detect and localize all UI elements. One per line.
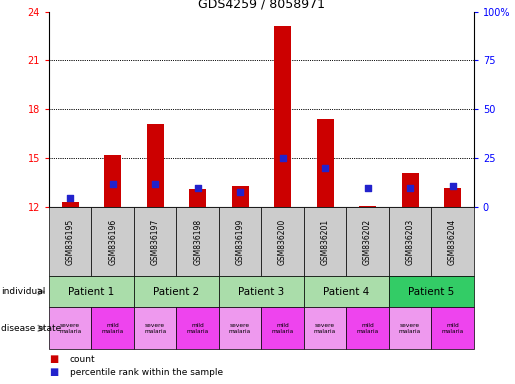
Bar xyxy=(261,207,304,276)
Bar xyxy=(261,307,304,349)
Point xyxy=(66,194,74,200)
Bar xyxy=(444,188,461,207)
Text: mild
malaria: mild malaria xyxy=(101,323,124,334)
Point xyxy=(279,155,287,161)
Point xyxy=(364,185,372,191)
Bar xyxy=(389,276,474,307)
Text: GSM836201: GSM836201 xyxy=(321,219,330,265)
Bar xyxy=(317,119,334,207)
Bar xyxy=(431,307,474,349)
Text: disease state: disease state xyxy=(1,324,61,333)
Bar xyxy=(219,307,261,349)
Bar xyxy=(176,307,219,349)
Text: individual: individual xyxy=(1,287,45,296)
Text: Patient 5: Patient 5 xyxy=(408,287,454,297)
Bar xyxy=(304,307,346,349)
Text: GSM836198: GSM836198 xyxy=(193,219,202,265)
Text: GSM836197: GSM836197 xyxy=(151,219,160,265)
Bar xyxy=(219,207,261,276)
Bar xyxy=(389,307,432,349)
Bar xyxy=(304,207,346,276)
Bar xyxy=(402,173,419,207)
Bar xyxy=(134,276,219,307)
Bar xyxy=(49,207,92,276)
Bar xyxy=(346,207,389,276)
Text: severe
malaria: severe malaria xyxy=(229,323,251,334)
Text: Patient 3: Patient 3 xyxy=(238,287,284,297)
Point xyxy=(406,185,414,191)
Text: GSM836196: GSM836196 xyxy=(108,219,117,265)
Text: GSM836195: GSM836195 xyxy=(66,219,75,265)
Text: GSM836203: GSM836203 xyxy=(406,219,415,265)
Text: ■: ■ xyxy=(49,367,58,377)
Text: percentile rank within the sample: percentile rank within the sample xyxy=(70,368,222,377)
Point xyxy=(321,165,329,171)
Bar xyxy=(232,186,249,207)
Bar xyxy=(147,124,164,207)
Point xyxy=(194,185,202,191)
Text: GSM836200: GSM836200 xyxy=(278,219,287,265)
Bar xyxy=(431,207,474,276)
Bar xyxy=(62,202,79,207)
Text: GSM836199: GSM836199 xyxy=(236,219,245,265)
Text: Patient 1: Patient 1 xyxy=(68,287,114,297)
Bar xyxy=(389,207,432,276)
Text: mild
malaria: mild malaria xyxy=(186,323,209,334)
Point xyxy=(236,189,244,195)
Text: severe
malaria: severe malaria xyxy=(399,323,421,334)
Point xyxy=(151,181,159,187)
Text: mild
malaria: mild malaria xyxy=(441,323,464,334)
Text: Patient 4: Patient 4 xyxy=(323,287,369,297)
Text: mild
malaria: mild malaria xyxy=(271,323,294,334)
Bar xyxy=(219,276,304,307)
Bar xyxy=(49,276,134,307)
Bar xyxy=(274,26,291,207)
Bar xyxy=(176,207,219,276)
Bar xyxy=(92,307,134,349)
Point xyxy=(449,183,457,189)
Bar xyxy=(49,307,92,349)
Text: GSM836204: GSM836204 xyxy=(448,219,457,265)
Text: GSM836202: GSM836202 xyxy=(363,219,372,265)
Bar xyxy=(134,307,176,349)
Bar xyxy=(304,276,389,307)
Text: count: count xyxy=(70,354,95,364)
Text: ■: ■ xyxy=(49,354,58,364)
Point xyxy=(109,181,117,187)
Bar xyxy=(346,307,389,349)
Text: severe
malaria: severe malaria xyxy=(314,323,336,334)
Text: mild
malaria: mild malaria xyxy=(356,323,379,334)
Bar xyxy=(189,189,206,207)
Text: severe
malaria: severe malaria xyxy=(59,323,81,334)
Text: severe
malaria: severe malaria xyxy=(144,323,166,334)
Bar xyxy=(134,207,176,276)
Bar xyxy=(92,207,134,276)
Title: GDS4259 / 8058971: GDS4259 / 8058971 xyxy=(198,0,325,10)
Text: Patient 2: Patient 2 xyxy=(153,287,199,297)
Bar xyxy=(104,155,121,207)
Bar xyxy=(359,206,376,207)
